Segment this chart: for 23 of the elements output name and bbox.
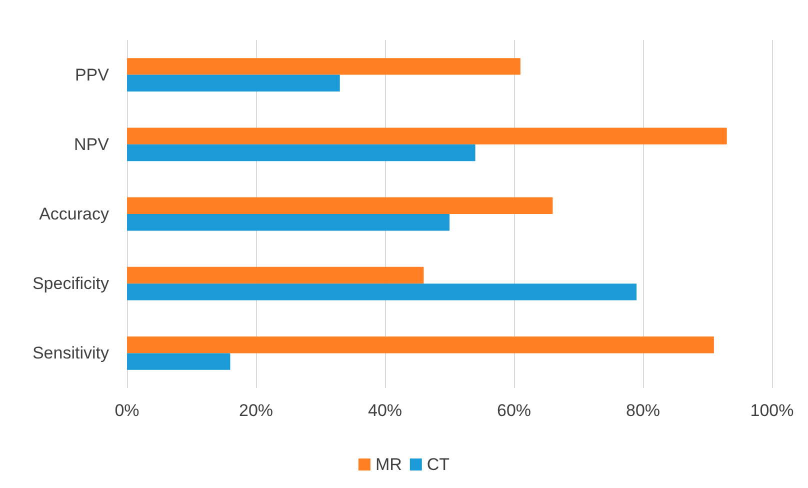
x-tick-label: 80% bbox=[626, 401, 660, 420]
bar bbox=[127, 58, 520, 75]
bar bbox=[127, 74, 340, 92]
bar bbox=[127, 284, 637, 300]
bar bbox=[127, 144, 476, 162]
y-tick-label: Accuracy bbox=[39, 204, 110, 224]
legend-label: MR bbox=[375, 455, 402, 474]
y-tick-label: NPV bbox=[74, 134, 110, 154]
bar bbox=[127, 353, 230, 370]
y-tick-label: PPV bbox=[74, 65, 110, 84]
x-tick-label: 40% bbox=[368, 401, 402, 420]
x-tick-label: 100% bbox=[750, 401, 794, 420]
x-tick-label: 60% bbox=[496, 401, 532, 420]
y-tick-label: Sensitivity bbox=[32, 344, 110, 363]
y-tick-label: Specificity bbox=[32, 274, 110, 294]
legend-label: CT bbox=[426, 455, 450, 474]
bar bbox=[127, 214, 450, 231]
bar bbox=[127, 336, 714, 354]
bar bbox=[127, 128, 727, 144]
x-tick-label: 0% bbox=[114, 401, 140, 420]
bar bbox=[127, 266, 424, 284]
bar bbox=[127, 197, 553, 214]
x-tick-label: 20% bbox=[238, 401, 274, 420]
